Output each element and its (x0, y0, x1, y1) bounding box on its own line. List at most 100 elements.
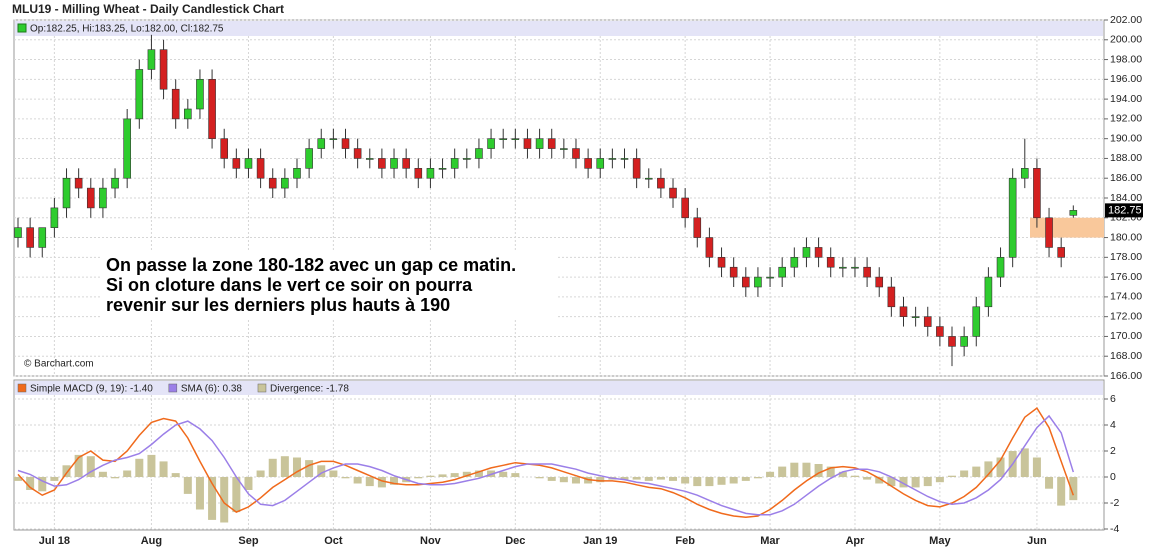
candle-body (717, 257, 726, 268)
macd-header (15, 381, 1103, 395)
divergence-bar (948, 475, 957, 477)
price-header (15, 21, 1103, 36)
candle-body (572, 148, 580, 159)
divergence-bar (474, 470, 483, 477)
candle-body (560, 148, 568, 150)
candle-body (620, 158, 629, 160)
divergence-bar (887, 477, 896, 487)
divergence-bar (244, 477, 253, 490)
macd-line (17, 414, 1075, 516)
divergence-bar (111, 477, 120, 479)
candle-body (293, 168, 301, 179)
candle-body (487, 138, 495, 149)
candle-body (268, 177, 277, 189)
candle-body (1069, 210, 1078, 216)
divergence-bar (596, 477, 605, 483)
y-tick-label: 192.00 (1110, 113, 1142, 125)
candle-body (62, 177, 71, 209)
candle-body (523, 138, 532, 149)
candle-body (256, 158, 265, 179)
divergence-bar (826, 466, 835, 477)
candle-body (147, 49, 156, 70)
legend-label: Divergence: -1.78 (270, 384, 349, 395)
divergence-bar (123, 470, 132, 477)
divergence-bar (960, 470, 969, 477)
divergence-bar (171, 473, 180, 477)
divergence-bar (26, 477, 35, 490)
x-tick-label: May (929, 535, 951, 547)
candle-body (657, 177, 665, 189)
candle-body (948, 336, 956, 347)
divergence-bar (14, 477, 22, 481)
divergence-bar (644, 477, 653, 481)
x-tick-label: Aug (141, 535, 162, 547)
y-tick-label: 194.00 (1110, 93, 1142, 105)
divergence-bar (232, 477, 241, 513)
y-tick-label: 184.00 (1110, 192, 1142, 204)
candle-body (766, 276, 774, 279)
candle-body (499, 138, 508, 140)
divergence-bar (790, 462, 799, 477)
y-tick-label: 198.00 (1110, 53, 1142, 65)
x-tick-label: Jan 19 (583, 535, 617, 547)
candle-body (984, 276, 993, 308)
divergence-bar (511, 473, 520, 477)
divergence-bar (669, 477, 678, 481)
divergence-bar (256, 470, 265, 477)
y-tick-label: 180.00 (1110, 231, 1142, 243)
x-tick-label: Jul 18 (39, 535, 70, 547)
divergence-bar (86, 456, 95, 477)
candle-body (390, 158, 398, 169)
legend-label: Simple MACD (9, 19): -1.40 (30, 384, 153, 395)
candle-body (1020, 168, 1029, 179)
candle-body (111, 177, 119, 189)
divergence-bar (499, 471, 508, 477)
candle-body (608, 158, 617, 160)
divergence-bar (559, 477, 568, 483)
y-tick-label: 200.00 (1110, 34, 1142, 46)
candle-body (244, 158, 253, 169)
divergence-bar (195, 477, 204, 510)
legend-swatch (257, 383, 267, 393)
candle-body (414, 168, 423, 179)
divergence-bar (426, 475, 435, 477)
y-tick-label: 168.00 (1110, 350, 1142, 362)
candle-body (1045, 217, 1053, 248)
y-tick-label: 188.00 (1110, 152, 1142, 164)
divergence-bar (268, 458, 277, 477)
divergence-bar (353, 477, 362, 484)
divergence-bar (535, 477, 544, 479)
candle-body (851, 266, 859, 269)
divergence-bar (414, 477, 423, 479)
candle-body (875, 276, 884, 288)
divergence-bar (74, 454, 83, 477)
y-tick-label: 6 (1110, 393, 1116, 405)
candle-body (171, 88, 180, 120)
divergence-bar (620, 477, 629, 480)
candle-body (693, 217, 702, 238)
y-tick-label: 4 (1110, 419, 1116, 431)
candle-body (802, 247, 811, 258)
candle-body (839, 266, 847, 269)
candle-body (754, 276, 762, 288)
divergence-bar (1020, 448, 1029, 477)
divergence-bar (741, 477, 750, 481)
y-tick-label: 202.00 (1110, 14, 1142, 26)
divergence-bar (292, 457, 301, 477)
candle-body (778, 266, 786, 278)
divergence-bar (766, 471, 775, 477)
x-tick-label: Sep (238, 535, 258, 547)
divergence-bar (135, 458, 144, 477)
y-tick-label: 172.00 (1110, 310, 1142, 322)
divergence-bar (814, 464, 823, 477)
divergence-bar (984, 461, 993, 477)
mark-layer (14, 34, 1078, 519)
macd-line (17, 407, 1075, 519)
x-tick-label: Dec (505, 535, 525, 547)
divergence-bar (147, 454, 156, 477)
divergence-bar (462, 471, 471, 477)
candle-body (936, 326, 944, 337)
divergence-bar (98, 471, 107, 477)
divergence-bar (438, 474, 447, 477)
candle-body (365, 158, 374, 160)
